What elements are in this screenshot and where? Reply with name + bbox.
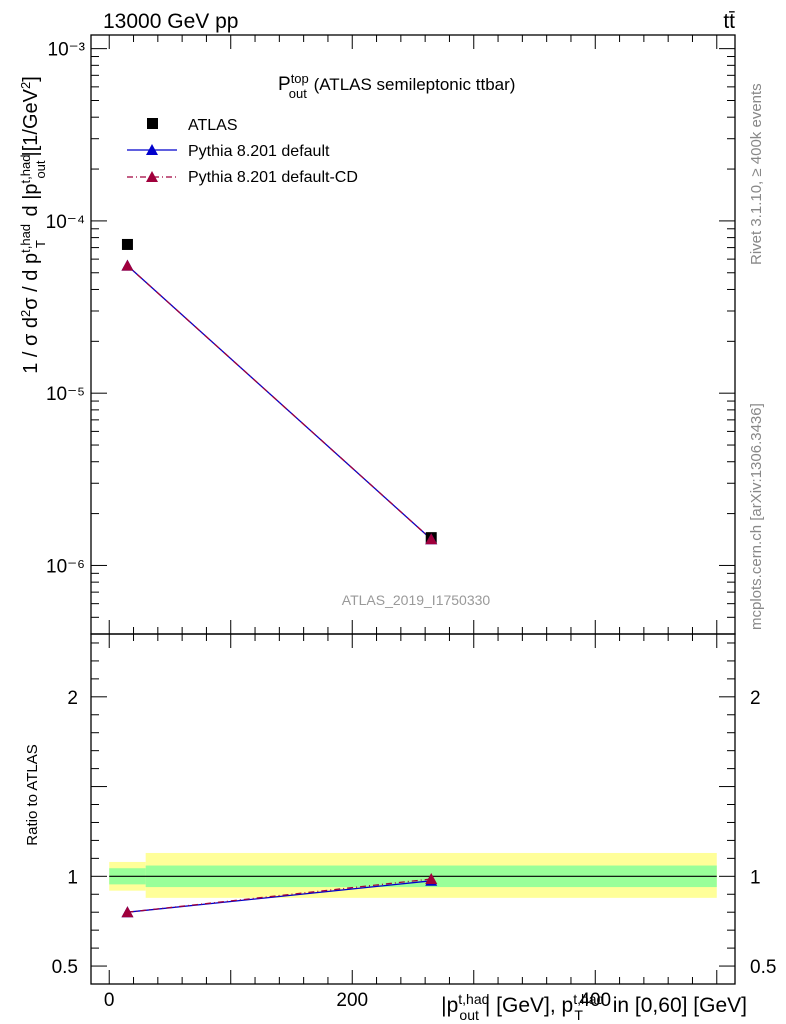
legend-pythia-cd-marker (146, 171, 158, 182)
process-label: tt̄ (723, 10, 735, 33)
ratio-ytick-label-left: 0.5 (52, 957, 78, 978)
ratio-ytick-label-left: 1 (67, 867, 78, 888)
legend-pythia-default-marker (146, 144, 158, 155)
energy-label: 13000 GeV pp (103, 10, 238, 33)
ratio-series-line-0 (127, 880, 432, 913)
analysis-id: ATLAS_2019_I1750330 (342, 592, 491, 608)
ratio-xtick-label: 400 (579, 990, 611, 1011)
main-ylabel: 1 / σ d2σ / d pt,hadT d |pt,hadout|[1/Ge… (18, 76, 48, 374)
ratio-ytick-label-right: 2 (750, 688, 761, 709)
ratio-xtick-label: 200 (336, 990, 368, 1011)
mcplots-label: mcplots.cern.ch [arXiv:1306.3436] (748, 403, 765, 630)
main-series-marker-2 (425, 533, 438, 545)
main-ytick-label: 10⁻⁴ (46, 212, 85, 233)
ratio-xlabel: |pt,had out | [GeV], pt,had T in [0,60] [Ge… (441, 991, 747, 1023)
main-panel: 10⁻⁶ 10⁻⁵ 10⁻⁴ 10⁻³ (46, 34, 736, 635)
ratio-frame (90, 633, 736, 985)
legend-atlas-marker (147, 118, 158, 129)
ratio-ytick-label-right: 0.5 (750, 957, 776, 978)
ratio-panel: 0 200 400 0.5 0.5 1 1 2 2 (52, 633, 776, 1011)
ratio-series-marker-1 (121, 906, 134, 918)
legend: ATLAS Pythia 8.201 default Pythia 8.201 … (127, 117, 358, 186)
main-ytick-label: 10⁻⁶ (46, 556, 85, 577)
ratio-xtick-label: 0 (104, 990, 115, 1011)
legend-atlas-label: ATLAS (188, 117, 238, 134)
main-ytick-label: 10⁻³ (48, 40, 86, 61)
rivet-label: Rivet 3.1.10, ≥ 400k events (748, 83, 765, 265)
plot-title: Ptop out (ATLAS semileptonic ttbar) (278, 71, 515, 101)
ratio-ytick-label-right: 1 (750, 867, 761, 888)
main-series-line-2 (127, 265, 432, 540)
ratio-ytick-label-left: 2 (67, 688, 78, 709)
main-series-marker-2 (121, 259, 134, 271)
atlas-point (121, 238, 133, 250)
legend-pythia-default-label: Pythia 8.201 default (188, 143, 330, 160)
ratio-ylabel: Ratio to ATLAS (24, 744, 41, 845)
ratio-series-line-1 (127, 878, 432, 913)
ratio-series-marker-1 (425, 873, 438, 884)
legend-pythia-cd-label: Pythia 8.201 default-CD (188, 169, 358, 186)
main-ytick-label: 10⁻⁵ (46, 384, 85, 405)
